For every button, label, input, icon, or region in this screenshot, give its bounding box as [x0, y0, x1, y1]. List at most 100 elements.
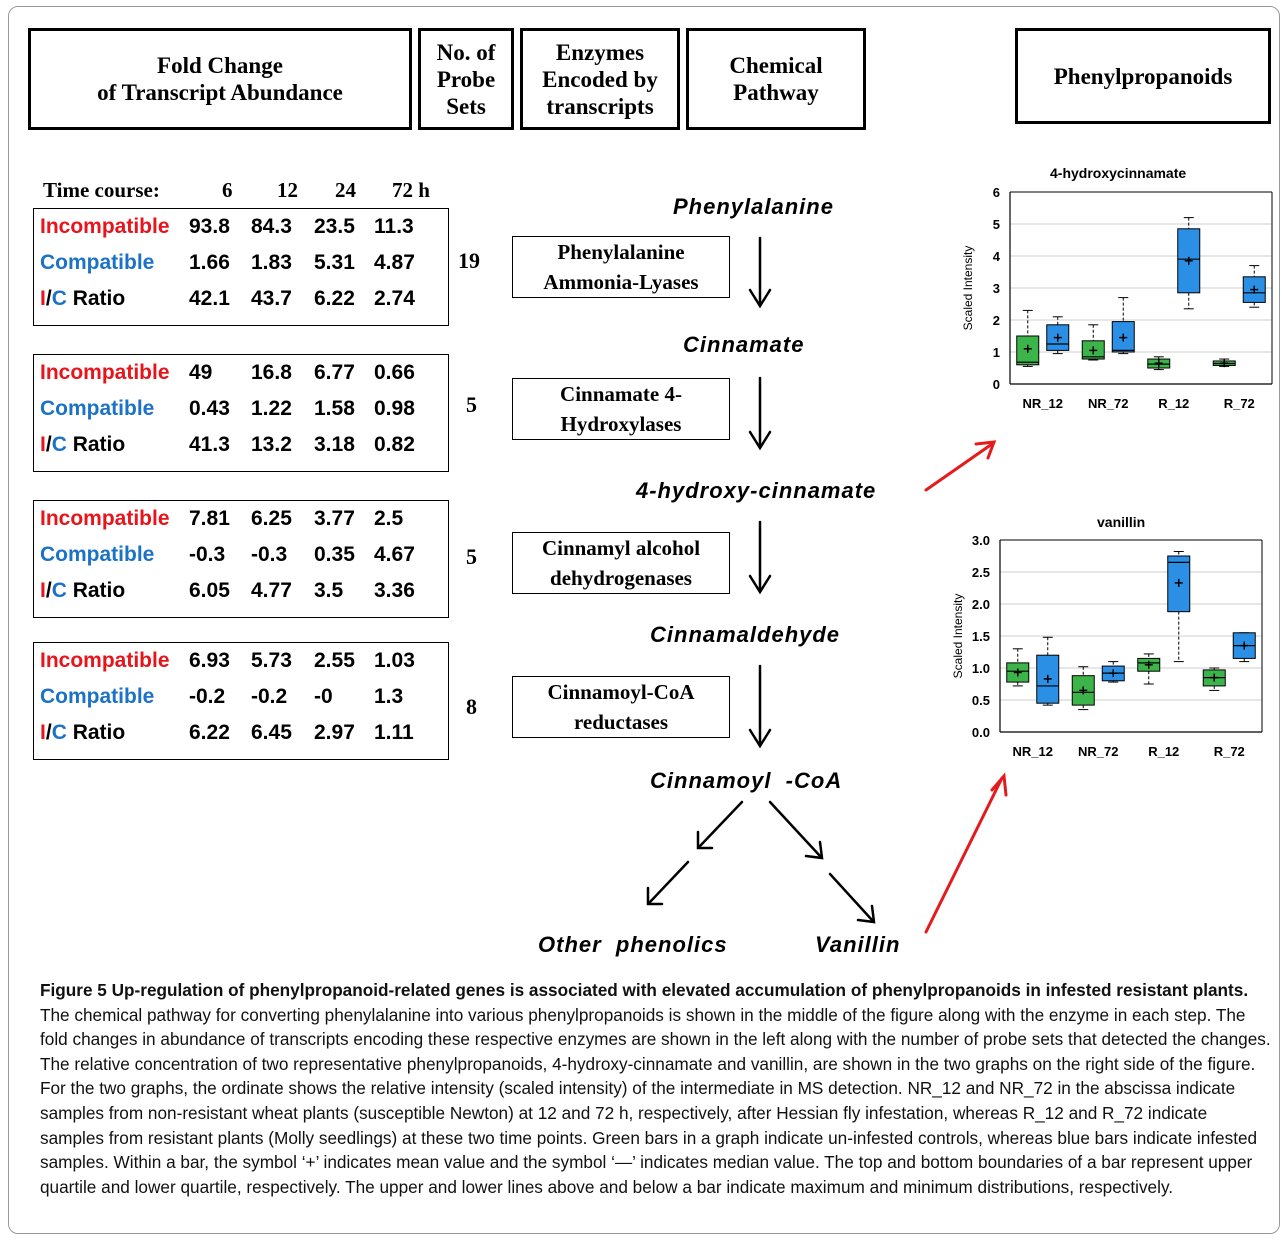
- fold-change-table: Incompatible 7.81 6.25 3.77 2.5 Compatible -0.…: [33, 500, 449, 618]
- ratio-label-part: I: [40, 287, 46, 310]
- probe-set-count: 5: [466, 544, 477, 569]
- header-pathway: Chemical Pathway: [686, 28, 866, 130]
- row-label: Compatible: [40, 251, 155, 274]
- row-incompatible: Incompatible 49 16.8 6.77 0.66: [34, 361, 450, 391]
- ratio-label-part: I: [40, 433, 46, 456]
- row-label: Incompatible: [40, 507, 170, 530]
- header-enzymes: Enzymes Encoded by transcripts: [520, 28, 680, 130]
- figure-caption: Figure 5 Up-regulation of phenylpropanoi…: [40, 978, 1272, 1199]
- y-tick-label: 5: [993, 217, 1000, 232]
- ratio-label-part: Ratio: [66, 721, 126, 744]
- x-tick-label: NR_12: [1023, 396, 1063, 411]
- row-label: Incompatible: [40, 361, 170, 384]
- cell-value: 43.7: [251, 287, 292, 310]
- cell-value: 42.1: [189, 287, 230, 310]
- row-label: I/C Ratio: [40, 721, 125, 745]
- cell-value: 4.87: [374, 251, 415, 274]
- row-label: Compatible: [40, 543, 155, 566]
- x-tick-label: NR_72: [1078, 744, 1118, 759]
- chem-vanillin: Vanillin: [815, 932, 901, 957]
- cell-value: 1.03: [374, 649, 415, 672]
- cell-value: 3.5: [314, 579, 344, 602]
- x-tick-label: R_12: [1148, 744, 1179, 759]
- figure-frame: [8, 6, 1280, 1234]
- cell-value: 0.66: [374, 361, 415, 384]
- x-tick-label: R_12: [1158, 396, 1189, 411]
- y-tick-label: 1.5: [972, 629, 990, 644]
- ratio-label-part: C: [51, 579, 67, 602]
- cell-value: 2.97: [314, 721, 355, 744]
- fold-change-table: Incompatible 49 16.8 6.77 0.66 Compatible 0.43…: [33, 354, 449, 472]
- cell-value: 0.98: [374, 397, 415, 420]
- y-tick-label: 0.0: [972, 725, 990, 740]
- row-compatible: Compatible 0.43 1.22 1.58 0.98: [34, 397, 450, 427]
- row-ratio: I/C Ratio 42.1 43.7 6.22 2.74: [34, 287, 450, 317]
- probe-set-count: 5: [466, 392, 477, 417]
- ratio-label-part: I: [40, 721, 46, 744]
- cell-value: 1.11: [374, 721, 414, 744]
- cell-value: 6.93: [189, 649, 230, 672]
- cell-value: 93.8: [189, 215, 230, 238]
- cell-value: 4.67: [374, 543, 415, 566]
- chart2-title: vanillin: [1097, 514, 1146, 530]
- row-incompatible: Incompatible 7.81 6.25 3.77 2.5: [34, 507, 450, 537]
- probe-set-count: 19: [458, 248, 480, 273]
- chem-other-phenolics: Other phenolics: [538, 932, 728, 957]
- y-tick-label: 2.5: [972, 565, 990, 580]
- ratio-label-part: /: [45, 287, 52, 310]
- x-tick-label: NR_12: [1013, 744, 1053, 759]
- x-tick-label: NR_72: [1088, 396, 1128, 411]
- cell-value: 6.25: [251, 507, 292, 530]
- header-phenylpropanoids: Phenylpropanoids: [1015, 28, 1271, 124]
- y-tick-label: 4: [993, 249, 1001, 264]
- y-tick-label: 6: [993, 185, 1000, 200]
- y-tick-label: 2: [993, 313, 1000, 328]
- probe-set-count: 8: [466, 694, 477, 719]
- cell-value: 6.77: [314, 361, 355, 384]
- row-label: I/C Ratio: [40, 433, 125, 457]
- y-tick-label: 3.0: [972, 533, 990, 548]
- row-compatible: Compatible -0.3 -0.3 0.35 4.67: [34, 543, 450, 573]
- cell-value: 84.3: [251, 215, 292, 238]
- cell-value: 6.22: [189, 721, 230, 744]
- y-tick-label: 0: [993, 377, 1000, 392]
- cell-value: -0.2: [189, 685, 226, 708]
- chart-4-hydroxycinnamate: 0 1 2 3 4 5 6 Scaled Intensity NR_12 NR_72 R_12 R_7…: [961, 185, 1273, 411]
- ratio-label-part: /: [45, 433, 52, 456]
- cell-value: -0: [314, 685, 333, 708]
- cell-value: 6.05: [189, 579, 230, 602]
- cell-value: 11.3: [374, 215, 414, 238]
- y-tick-label: 1: [993, 345, 1000, 360]
- x-tick-label: R_72: [1224, 396, 1255, 411]
- cell-value: 0.43: [189, 397, 230, 420]
- chem-hydroxycinnamate: 4-hydroxy-cinnamate: [636, 478, 877, 503]
- row-label: Compatible: [40, 397, 155, 420]
- cell-value: 3.77: [314, 507, 355, 530]
- cell-value: 6.45: [251, 721, 292, 744]
- cell-value: 5.31: [314, 251, 355, 274]
- fold-change-table: Incompatible 6.93 5.73 2.55 1.03 Compatible -0…: [33, 642, 449, 760]
- row-compatible: Compatible 1.66 1.83 5.31 4.87: [34, 251, 450, 281]
- y-axis-label: Scaled Intensity: [951, 594, 965, 679]
- cell-value: -0.2: [251, 685, 288, 708]
- cell-value: 1.3: [374, 685, 404, 708]
- row-label: I/C Ratio: [40, 287, 125, 311]
- ratio-label-part: C: [51, 721, 67, 744]
- time-6: 6: [222, 178, 233, 202]
- enzyme-c4h: Cinnamate 4- Hydroxylases: [512, 378, 730, 440]
- cell-value: 1.22: [251, 397, 292, 420]
- ratio-label-part: Ratio: [66, 579, 126, 602]
- cell-value: 2.5: [374, 507, 404, 530]
- header-fold-change: Fold Change of Transcript Abundance: [28, 28, 412, 130]
- row-compatible: Compatible -0.2 -0.2 -0 1.3: [34, 685, 450, 715]
- cell-value: 7.81: [189, 507, 230, 530]
- time-12: 12: [277, 178, 298, 202]
- ratio-label-part: C: [51, 287, 67, 310]
- ratio-label-part: I: [40, 579, 46, 602]
- y-axis-label: Scaled Intensity: [961, 246, 975, 331]
- fold-change-table: Incompatible 93.8 84.3 23.5 11.3 Compatible 1.…: [33, 208, 449, 326]
- row-label: I/C Ratio: [40, 579, 125, 603]
- enzyme-cad: Cinnamyl alcohol dehydrogenases: [512, 532, 730, 594]
- ratio-label-part: /: [45, 579, 52, 602]
- cell-value: 6.22: [314, 287, 355, 310]
